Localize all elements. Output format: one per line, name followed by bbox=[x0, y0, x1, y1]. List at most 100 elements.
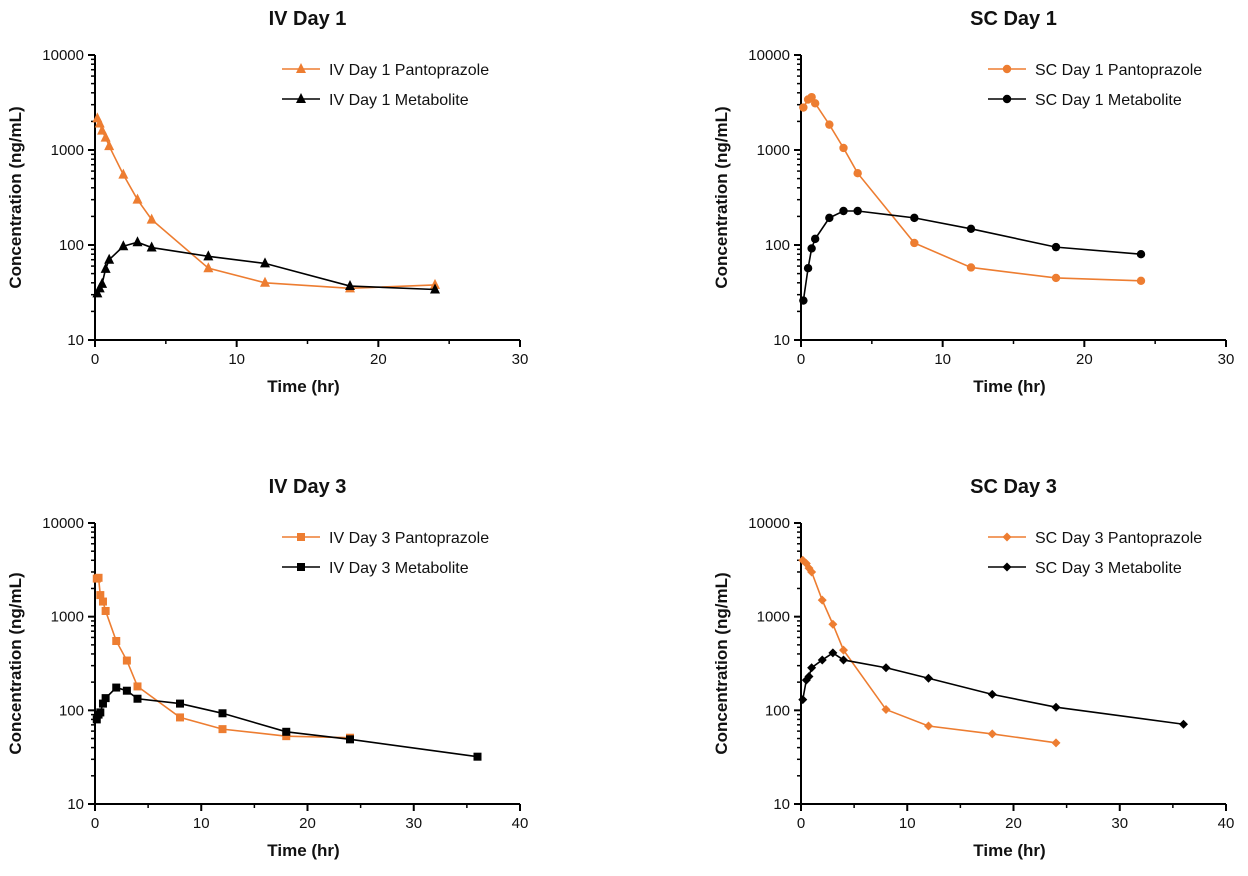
y-tick-label: 10000 bbox=[42, 515, 84, 532]
data-point bbox=[817, 655, 827, 665]
legend-marker bbox=[296, 93, 306, 103]
data-point bbox=[101, 606, 110, 615]
data-point bbox=[799, 296, 808, 305]
series bbox=[92, 112, 440, 293]
y-tick-label: 1000 bbox=[757, 142, 790, 159]
data-point bbox=[98, 597, 107, 606]
data-point bbox=[828, 619, 838, 629]
data-point bbox=[807, 92, 816, 102]
data-point bbox=[966, 263, 976, 272]
data-point bbox=[881, 705, 891, 715]
legend-marker bbox=[1002, 562, 1012, 572]
y-tick-label: 10000 bbox=[748, 47, 790, 64]
data-point bbox=[203, 250, 214, 261]
data-point bbox=[810, 99, 820, 108]
data-point bbox=[96, 708, 105, 717]
legend-marker bbox=[1002, 64, 1012, 74]
data-point bbox=[966, 224, 976, 234]
x-tick-label: 40 bbox=[1218, 815, 1235, 832]
data-point bbox=[176, 713, 184, 722]
y-tick-label: 10000 bbox=[42, 47, 84, 64]
data-point bbox=[282, 732, 291, 741]
data-point bbox=[473, 752, 482, 761]
data-point bbox=[97, 277, 108, 288]
data-point bbox=[94, 573, 103, 582]
legend-entry: SC Day 1 Pantoprazole bbox=[988, 62, 1202, 79]
chart-panel: IV Day 3 10 100 1000 10000 0 10 20 30 40 Time (hr)… bbox=[6, 476, 528, 860]
legend-label: SC Day 3 Metabolite bbox=[1035, 560, 1182, 577]
data-point bbox=[430, 283, 440, 294]
x-tick-label: 20 bbox=[299, 815, 316, 832]
data-point bbox=[218, 709, 227, 718]
x-tick-label: 0 bbox=[797, 815, 805, 832]
data-point bbox=[1051, 738, 1061, 748]
data-point bbox=[92, 715, 101, 724]
chart-title: SC Day 1 bbox=[970, 8, 1057, 30]
data-point bbox=[98, 699, 107, 708]
y-tick-label: 1000 bbox=[51, 142, 84, 159]
y-tick-label: 100 bbox=[59, 702, 84, 719]
legend-label: IV Day 1 Metabolite bbox=[329, 92, 469, 109]
data-point bbox=[122, 656, 131, 665]
legend-label: SC Day 3 Pantoprazole bbox=[1035, 530, 1202, 547]
legend-marker bbox=[1002, 94, 1012, 104]
series-line bbox=[802, 96, 1142, 282]
chart-panel: SC Day 1 10 100 1000 10000 0 10 20 30 Time (hr) Co… bbox=[712, 8, 1234, 396]
legend-label: IV Day 3 Metabolite bbox=[329, 560, 469, 577]
x-tick-label: 30 bbox=[1111, 815, 1128, 832]
data-point bbox=[804, 671, 814, 681]
data-point bbox=[100, 262, 111, 273]
legend-entry: IV Day 1 Metabolite bbox=[282, 92, 469, 109]
data-point bbox=[810, 234, 820, 244]
legend-label: SC Day 1 Pantoprazole bbox=[1035, 62, 1202, 79]
x-tick-label: 0 bbox=[91, 351, 99, 368]
x-tick-label: 30 bbox=[1218, 351, 1235, 368]
x-axis-label: Time (hr) bbox=[973, 377, 1045, 396]
data-point bbox=[133, 682, 142, 691]
data-point bbox=[807, 567, 817, 577]
y-tick-label: 10 bbox=[67, 796, 84, 813]
y-tick-label: 10 bbox=[67, 332, 84, 349]
legend-entry: SC Day 1 Metabolite bbox=[988, 92, 1182, 109]
x-axis-label: Time (hr) bbox=[267, 841, 339, 860]
series bbox=[798, 648, 1188, 729]
chart-title: IV Day 3 bbox=[269, 476, 347, 498]
y-tick-label: 1000 bbox=[757, 609, 790, 626]
data-point bbox=[924, 673, 933, 683]
data-point bbox=[346, 735, 354, 744]
data-point bbox=[798, 695, 808, 705]
series bbox=[799, 92, 1146, 285]
data-point bbox=[104, 253, 115, 264]
y-axis-label: Concentration (ng/mL) bbox=[6, 106, 25, 288]
x-tick-label: 10 bbox=[193, 815, 210, 832]
data-point bbox=[176, 699, 184, 708]
data-point bbox=[1051, 242, 1061, 252]
chart-title: SC Day 3 bbox=[970, 476, 1057, 498]
data-point bbox=[100, 131, 111, 142]
x-axis-label: Time (hr) bbox=[973, 841, 1045, 860]
legend-label: SC Day 1 Metabolite bbox=[1035, 92, 1182, 109]
data-point bbox=[122, 686, 131, 695]
data-point bbox=[839, 206, 848, 216]
data-point bbox=[1051, 273, 1061, 283]
data-point bbox=[96, 591, 105, 600]
y-tick-label: 100 bbox=[765, 237, 790, 254]
y-tick-label: 100 bbox=[765, 702, 790, 719]
data-point bbox=[146, 241, 157, 252]
y-tick-label: 100 bbox=[59, 237, 84, 254]
y-tick-label: 10000 bbox=[748, 515, 790, 532]
data-point bbox=[881, 663, 891, 673]
data-point bbox=[260, 257, 270, 268]
legend-marker bbox=[297, 533, 305, 541]
y-axis-label: Concentration (ng/mL) bbox=[712, 106, 731, 288]
data-point bbox=[910, 213, 919, 223]
x-tick-label: 20 bbox=[370, 351, 387, 368]
y-tick-label: 10 bbox=[773, 332, 790, 349]
legend-marker bbox=[1002, 532, 1012, 542]
data-point bbox=[839, 143, 848, 153]
chart-panel: SC Day 3 10 100 1000 10000 0 10 20 30 40 Time (hr)… bbox=[712, 476, 1234, 860]
data-point bbox=[828, 648, 838, 658]
data-point bbox=[825, 120, 834, 129]
data-point bbox=[1136, 276, 1146, 285]
legend-marker bbox=[297, 563, 305, 571]
